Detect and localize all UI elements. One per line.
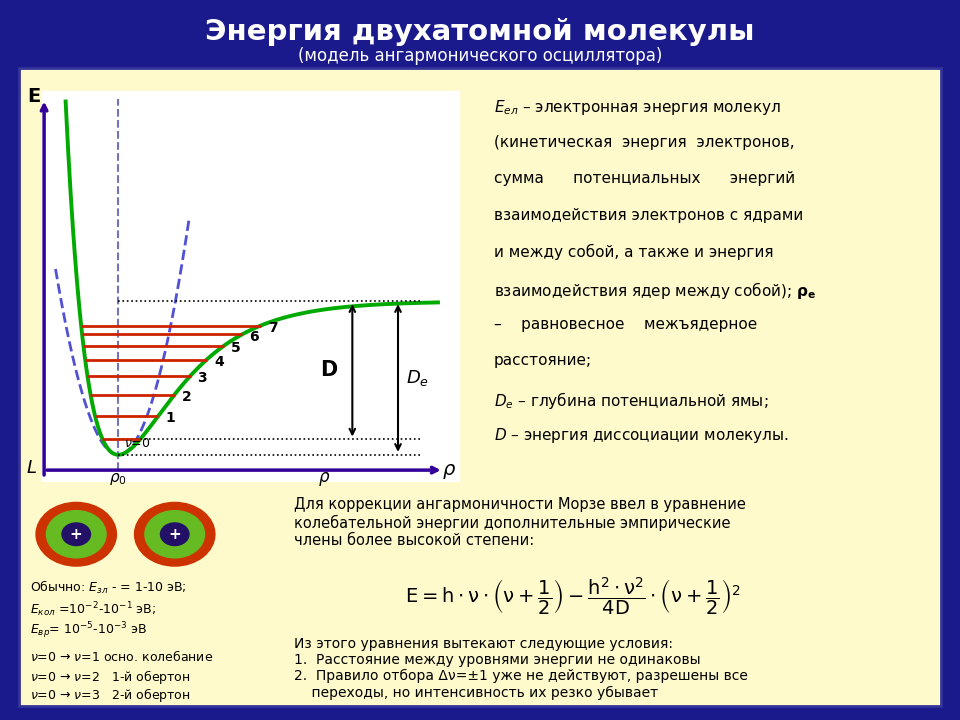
Text: Обычно: $E_{зл}$ - = 1-10 эВ;: Обычно: $E_{зл}$ - = 1-10 эВ;	[30, 580, 186, 596]
Text: Энергия двухатомной молекулы: Энергия двухатомной молекулы	[205, 18, 755, 46]
Text: Из этого уравнения вытекают следующие условия:
1.  Расстояние между уровнями эне: Из этого уравнения вытекают следующие ус…	[295, 637, 749, 700]
Text: $E_{кол}$ =10$^{-2}$-10$^{-1}$ эВ;: $E_{кол}$ =10$^{-2}$-10$^{-1}$ эВ;	[30, 600, 156, 618]
Text: 7: 7	[268, 320, 277, 335]
Text: $\nu$=0 → $\nu$=2   1-й обертон: $\nu$=0 → $\nu$=2 1-й обертон	[30, 667, 190, 685]
Text: 4: 4	[214, 355, 224, 369]
Text: $\nu$=0: $\nu$=0	[124, 437, 151, 450]
Circle shape	[145, 510, 204, 558]
Text: $D_e$ – глубина потенциальной ямы;: $D_e$ – глубина потенциальной ямы;	[493, 390, 768, 410]
Circle shape	[134, 503, 215, 566]
Text: (кинетическая  энергия  электронов,: (кинетическая энергия электронов,	[493, 135, 794, 150]
Text: $\mathrm{E = h \cdot \nu \cdot \left(\nu + \dfrac{1}{2}\right) - \dfrac{h^2 \cdo: $\mathrm{E = h \cdot \nu \cdot \left(\nu…	[405, 575, 740, 617]
Text: взаимодействия ядер между собой); $\bf{\rho_e}$: взаимодействия ядер между собой); $\bf{\…	[493, 280, 816, 302]
Text: +: +	[168, 527, 181, 541]
Circle shape	[160, 523, 189, 546]
Text: L: L	[27, 459, 36, 477]
Text: 2: 2	[181, 390, 191, 404]
Text: $E_{вр}$= 10$^{-5}$-10$^{-3}$ эВ: $E_{вр}$= 10$^{-5}$-10$^{-3}$ эВ	[30, 621, 147, 641]
Text: 1: 1	[165, 411, 175, 425]
Text: +: +	[70, 527, 83, 541]
Text: $E_{ел}$ – электронная энергия молекул: $E_{ел}$ – электронная энергия молекул	[493, 98, 780, 117]
Text: –    равновесное    межъядерное: – равновесное межъядерное	[493, 317, 756, 332]
Text: $\rho_0$: $\rho_0$	[109, 472, 128, 487]
Text: D: D	[321, 360, 338, 380]
Text: $D_e$: $D_e$	[406, 368, 429, 388]
Text: Для коррекции ангармоничности Морзе ввел в уравнение
колебательной энергии допол: Для коррекции ангармоничности Морзе ввел…	[295, 498, 746, 549]
Text: взаимодействия электронов с ядрами: взаимодействия электронов с ядрами	[493, 207, 803, 222]
Text: 5: 5	[230, 341, 241, 355]
Circle shape	[62, 523, 90, 546]
Text: и между собой, а также и энергия: и между собой, а также и энергия	[493, 244, 773, 260]
FancyBboxPatch shape	[42, 91, 459, 482]
Text: 6: 6	[250, 330, 259, 343]
Text: E: E	[27, 86, 40, 106]
Text: (модель ангармонического осциллятора): (модель ангармонического осциллятора)	[298, 47, 662, 65]
Text: расстояние;: расстояние;	[493, 354, 591, 369]
Circle shape	[46, 510, 106, 558]
Circle shape	[36, 503, 116, 566]
Text: $\nu$=0 → $\nu$=1 осно. колебание: $\nu$=0 → $\nu$=1 осно. колебание	[30, 649, 213, 664]
Text: $\rho$: $\rho$	[443, 462, 456, 481]
Text: $D$ – энергия диссоциации молекулы.: $D$ – энергия диссоциации молекулы.	[493, 426, 788, 445]
Text: $\rho$: $\rho$	[318, 470, 330, 488]
Text: 3: 3	[198, 371, 207, 385]
Text: $\nu$=0 → $\nu$=3   2-й обертон: $\nu$=0 → $\nu$=3 2-й обертон	[30, 686, 190, 704]
Text: сумма      потенциальных      энергий: сумма потенциальных энергий	[493, 171, 795, 186]
